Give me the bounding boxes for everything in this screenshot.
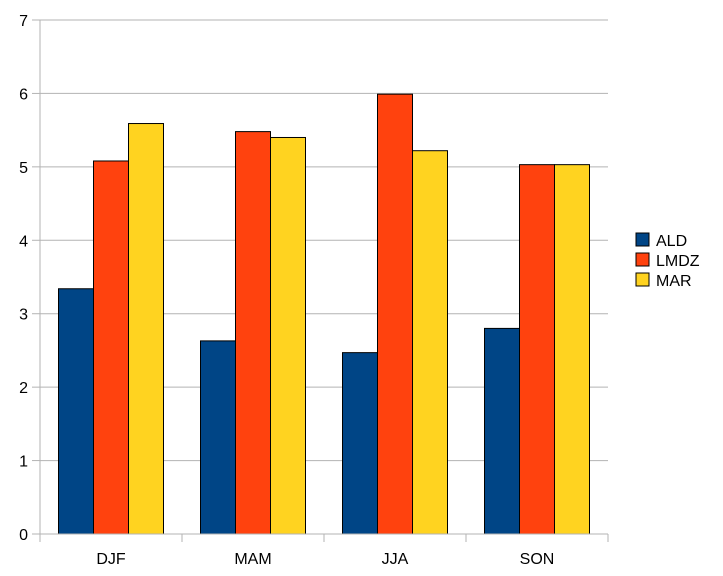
legend-label-ald: ALD xyxy=(656,233,687,250)
y-tick-label: 3 xyxy=(19,307,28,324)
legend-swatch-ald xyxy=(635,232,650,247)
bar-lmdz-jja xyxy=(377,93,413,535)
y-tick-label: 7 xyxy=(19,13,28,30)
legend-swatch-lmdz xyxy=(635,252,650,267)
x-tick-label-djf: DJF xyxy=(96,551,126,568)
x-tick-label-mam: MAM xyxy=(234,551,271,568)
bar-ald-djf xyxy=(58,288,94,535)
y-tick-label: 1 xyxy=(19,454,28,471)
bars xyxy=(58,93,590,535)
bar-lmdz-son xyxy=(519,164,555,535)
legend-label-mar: MAR xyxy=(656,273,692,290)
y-tick-labels: 0 1 2 3 4 5 6 7 xyxy=(19,13,40,544)
bar-lmdz-mam xyxy=(235,131,271,535)
y-tick-label: 6 xyxy=(19,86,28,103)
y-tick-label: 2 xyxy=(19,380,28,397)
y-tick-label: 4 xyxy=(19,233,28,250)
bar-ald-mam xyxy=(200,340,236,535)
x-tick-label-jja: JJA xyxy=(382,551,409,568)
legend-swatch-mar xyxy=(635,272,650,287)
bar-ald-son xyxy=(484,327,520,535)
bar-mar-djf xyxy=(128,123,164,535)
bar-mar-son xyxy=(554,164,590,535)
bar-lmdz-djf xyxy=(93,160,129,535)
legend: ALD LMDZ MAR xyxy=(635,232,700,290)
bar-mar-jja xyxy=(412,150,448,535)
x-tick-label-son: SON xyxy=(520,551,555,568)
x-tick-labels: DJF MAM JJA SON xyxy=(39,534,609,568)
bar-mar-mam xyxy=(270,136,306,535)
y-tick-label: 5 xyxy=(19,160,28,177)
bar-ald-jja xyxy=(342,352,378,535)
legend-label-lmdz: LMDZ xyxy=(656,253,700,270)
y-tick-label: 0 xyxy=(19,527,28,544)
